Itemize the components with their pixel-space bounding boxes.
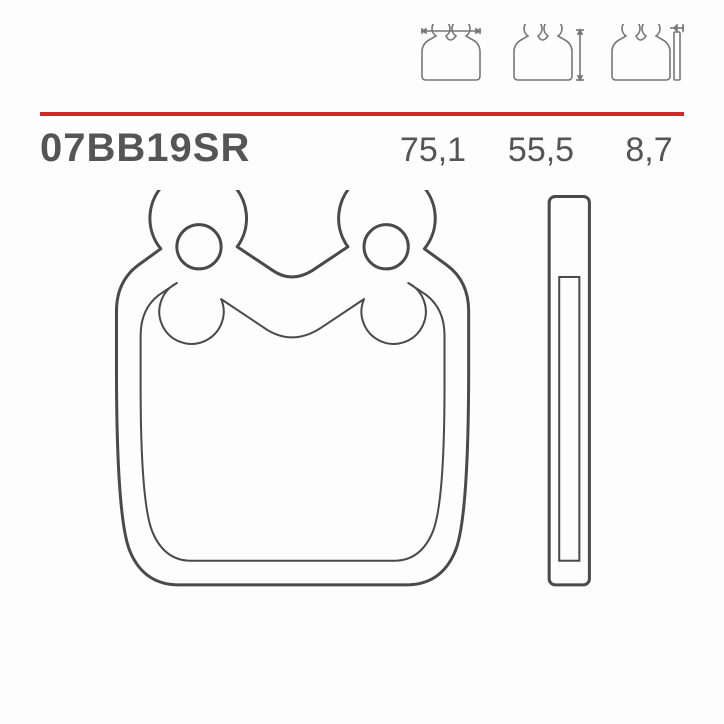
thickness-dimension-icon xyxy=(604,24,684,84)
height-dimension-icon xyxy=(506,24,586,84)
code-and-dimensions-row: 07BB19SR 75,1 55,5 8,7 xyxy=(40,126,684,171)
dimension-thickness: 8,7 xyxy=(614,131,684,170)
mounting-hole-left xyxy=(177,225,221,269)
technical-drawing-svg xyxy=(40,190,684,694)
front-outer-outline xyxy=(116,190,468,585)
part-code: 07BB19SR xyxy=(40,126,250,171)
front-inner-outline xyxy=(141,283,445,561)
front-view xyxy=(116,190,468,585)
mounting-hole-right xyxy=(364,225,408,269)
product-spec-diagram: 07BB19SR 75,1 55,5 8,7 xyxy=(0,0,724,724)
dimension-icons-row xyxy=(40,20,684,84)
side-inner xyxy=(559,277,579,561)
header: 07BB19SR 75,1 55,5 8,7 xyxy=(40,20,684,84)
dimensions-values: 75,1 55,5 8,7 xyxy=(398,131,684,170)
divider-rule xyxy=(40,112,684,116)
side-outer xyxy=(549,196,589,584)
width-dimension-icon xyxy=(414,24,488,84)
dimension-width: 75,1 xyxy=(398,131,468,170)
dimension-height: 55,5 xyxy=(506,131,576,170)
side-view xyxy=(549,196,589,584)
technical-drawing xyxy=(40,190,684,694)
